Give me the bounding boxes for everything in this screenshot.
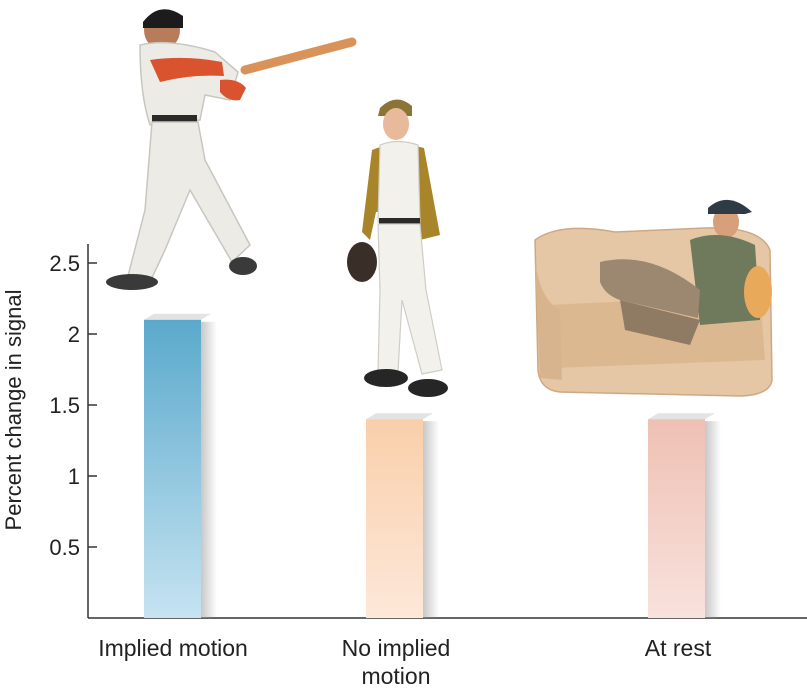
bar-shadow <box>423 421 439 618</box>
batter-swinging-illustration <box>106 9 357 290</box>
y-tick-label: 0.5 <box>49 535 80 560</box>
y-tick-label: 2.5 <box>49 251 80 276</box>
bar-no-implied-motion <box>366 419 423 618</box>
bar-shadow <box>705 421 721 618</box>
x-category-label: No implied motion <box>341 635 451 689</box>
man-on-sofa-illustration <box>534 199 773 397</box>
standing-player-illustration <box>347 99 448 397</box>
bar-shadow <box>201 321 217 618</box>
bar-top-cap <box>366 413 433 420</box>
y-tick-label: 1 <box>68 464 80 489</box>
y-tick-label: 1.5 <box>49 393 80 418</box>
x-category-label: At rest <box>644 635 712 661</box>
x-category-label: Implied motion <box>98 635 248 661</box>
bar-implied-motion <box>144 319 201 618</box>
y-tick-label: 2 <box>68 322 80 347</box>
bar-top-cap <box>648 413 715 420</box>
bar-at-rest <box>648 419 705 618</box>
bar-top-cap <box>144 313 211 320</box>
y-axis-title: Percent change in signal <box>1 290 26 531</box>
